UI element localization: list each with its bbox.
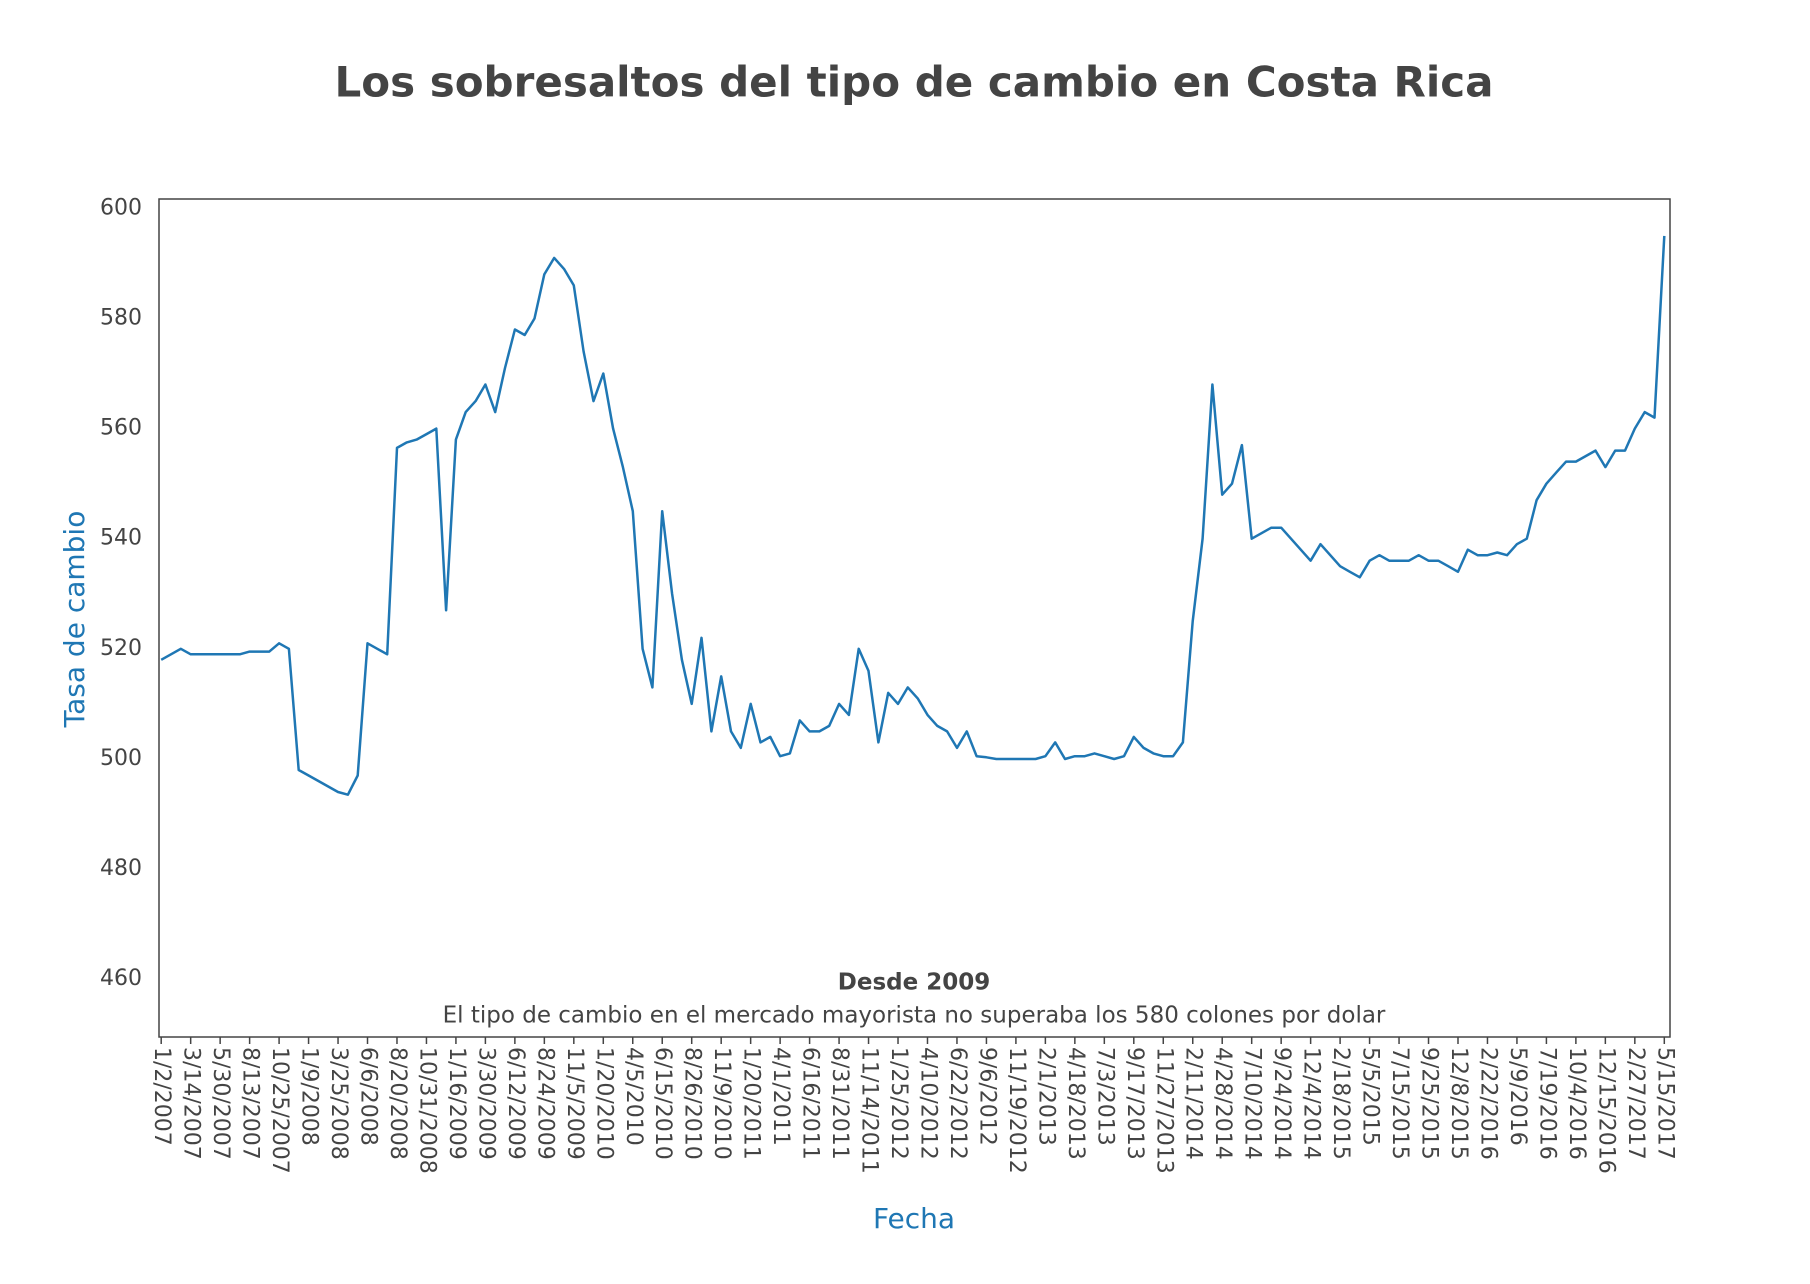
- x-axis-title: Fecha: [873, 1202, 955, 1235]
- y-tick-label: 500: [100, 746, 142, 771]
- x-tick-label: 5/9/2016: [1505, 1047, 1530, 1146]
- y-tick-label: 600: [100, 195, 142, 220]
- x-tick-label: 6/6/2008: [356, 1047, 381, 1146]
- x-tick-label: 9/24/2014: [1269, 1047, 1294, 1160]
- annotation-title: Desde 2009: [838, 970, 990, 996]
- x-tick-label: 7/15/2015: [1387, 1047, 1412, 1160]
- plot-frame: [158, 198, 1671, 1038]
- x-tick-label: 8/26/2010: [680, 1047, 705, 1160]
- x-tick-label: 8/20/2008: [385, 1047, 410, 1160]
- x-tick-label: 1/16/2009: [444, 1047, 469, 1160]
- x-tick-label: 4/28/2014: [1210, 1047, 1235, 1160]
- chart-title: Los sobresaltos del tipo de cambio en Co…: [334, 58, 1493, 107]
- x-tick-label: 8/31/2011: [827, 1047, 852, 1160]
- x-tick-label: 6/16/2011: [798, 1047, 823, 1160]
- x-tick-label: 9/25/2015: [1417, 1047, 1442, 1160]
- line-series: [160, 235, 1666, 796]
- x-tick-label: 9/17/2013: [1122, 1047, 1147, 1160]
- x-tick-label: 5/5/2015: [1358, 1047, 1383, 1146]
- x-tick-label: 10/25/2007: [267, 1047, 292, 1174]
- x-tick-label: 11/27/2013: [1151, 1047, 1176, 1174]
- annotation-text: El tipo de cambio en el mercado mayorist…: [443, 1003, 1386, 1029]
- x-tick-label: 11/19/2012: [1004, 1047, 1029, 1174]
- x-tick-label: 2/27/2017: [1623, 1047, 1648, 1160]
- x-tick-label: 12/8/2015: [1446, 1047, 1471, 1160]
- x-tick-label: 2/11/2014: [1181, 1047, 1206, 1160]
- x-tick-label: 1/9/2008: [297, 1047, 322, 1146]
- x-tick-label: 4/1/2011: [768, 1047, 793, 1146]
- y-tick-label: 480: [100, 856, 142, 881]
- x-tick-label: 1/25/2012: [886, 1047, 911, 1160]
- x-tick-label: 11/5/2009: [562, 1047, 587, 1160]
- x-tick-label: 3/25/2008: [326, 1047, 351, 1160]
- x-tick-label: 4/18/2013: [1063, 1047, 1088, 1160]
- x-tick-label: 4/5/2010: [621, 1047, 646, 1146]
- x-tick-label: 1/20/2011: [739, 1047, 764, 1160]
- y-tick-label: 520: [100, 636, 142, 661]
- x-tick-label: 10/31/2008: [414, 1047, 439, 1174]
- x-tick-label: 3/30/2009: [473, 1047, 498, 1160]
- y-axis-title: Tasa de cambio: [58, 511, 91, 729]
- x-tick-label: 11/9/2010: [709, 1047, 734, 1160]
- x-tick-label: 10/4/2016: [1564, 1047, 1589, 1160]
- x-tick-label: 7/19/2016: [1534, 1047, 1559, 1160]
- y-tick-label: 460: [100, 966, 142, 991]
- x-tick-label: 2/1/2013: [1033, 1047, 1058, 1146]
- x-tick-label: 5/15/2017: [1652, 1047, 1677, 1160]
- x-tick-label: 12/4/2014: [1299, 1047, 1324, 1160]
- y-tick-label: 580: [100, 305, 142, 330]
- x-tick-label: 9/6/2012: [974, 1047, 999, 1146]
- x-tick-label: 8/24/2009: [532, 1047, 557, 1160]
- x-tick-label: 5/30/2007: [208, 1047, 233, 1160]
- x-tick-label: 6/22/2012: [945, 1047, 970, 1160]
- x-tick-label: 6/15/2010: [650, 1047, 675, 1160]
- x-tick-label: 12/15/2016: [1593, 1047, 1618, 1174]
- x-tick-label: 3/14/2007: [179, 1047, 204, 1160]
- x-tick-label: 11/14/2011: [857, 1047, 882, 1174]
- x-tick-label: 2/18/2015: [1328, 1047, 1353, 1160]
- x-tick-label: 1/20/2010: [591, 1047, 616, 1160]
- y-tick-label: 540: [100, 526, 142, 551]
- x-tick-label: 7/3/2013: [1092, 1047, 1117, 1146]
- x-tick-label: 4/10/2012: [915, 1047, 940, 1160]
- x-tick-label: 8/13/2007: [238, 1047, 263, 1160]
- x-tick-label: 7/10/2014: [1240, 1047, 1265, 1160]
- x-tick-label: 1/2/2007: [149, 1047, 174, 1146]
- x-tick-label: 6/12/2009: [503, 1047, 528, 1160]
- y-tick-label: 560: [100, 416, 142, 441]
- x-tick-label: 2/22/2016: [1475, 1047, 1500, 1160]
